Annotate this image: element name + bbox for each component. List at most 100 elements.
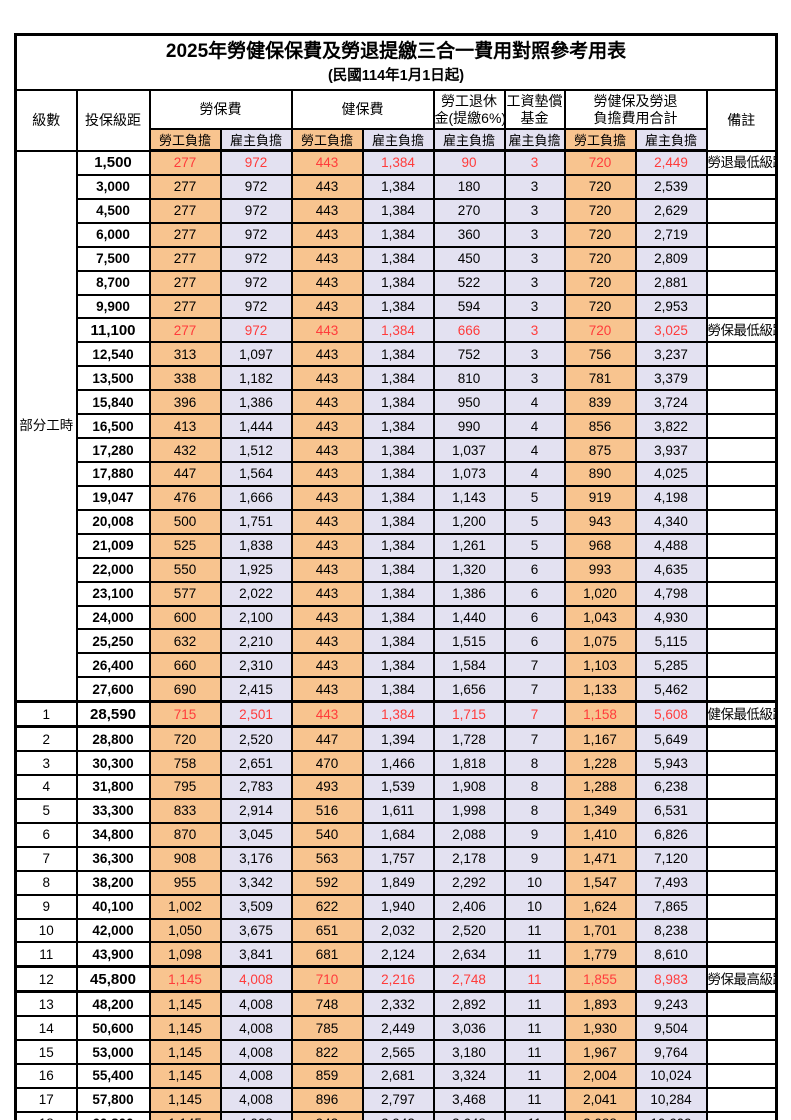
- labor-employee-cell: 277: [148, 269, 222, 296]
- header-wage-fund: 工資墊償 基金: [503, 89, 566, 130]
- health-employer-cell: 2,032: [361, 917, 435, 944]
- note-cell: [705, 389, 778, 416]
- health-employee-cell: 447: [290, 725, 364, 753]
- health-employer-cell: 1,384: [361, 293, 435, 320]
- labor-employee-cell: 476: [148, 484, 222, 511]
- total-employee-cell: 1,158: [563, 700, 637, 729]
- labor-employee-cell: 1,145: [148, 965, 222, 994]
- level-cell: 8: [14, 869, 78, 896]
- health-employee-cell: 443: [290, 508, 364, 535]
- total-employer-cell: 4,488: [634, 532, 708, 559]
- total-employee-cell: 993: [563, 556, 637, 583]
- note-cell: [705, 1086, 778, 1113]
- labor-employee-cell: 955: [148, 869, 222, 896]
- labor-employee-cell: 277: [148, 197, 222, 224]
- pension-employer-cell: 810: [432, 365, 506, 392]
- wage-fund-cell: 3: [503, 245, 566, 272]
- labor-employer-cell: 2,310: [219, 652, 293, 679]
- labor-employee-cell: 1,145: [148, 1015, 222, 1042]
- table-title-cell: 2025年勞健保保費及勞退提繳三合一費用對照參考用表 (民國114年1月1日起): [14, 33, 778, 91]
- wage-fund-cell: 11: [503, 1063, 566, 1089]
- labor-employer-cell: 3,176: [219, 845, 293, 872]
- total-employee-cell: 1,349: [563, 797, 637, 824]
- total-employee-cell: 1,410: [563, 821, 637, 848]
- labor-employee-cell: 1,145: [148, 990, 222, 1018]
- total-employer-cell: 5,115: [634, 628, 708, 655]
- note-cell: [705, 580, 778, 607]
- labor-employer-cell: 972: [219, 293, 293, 320]
- labor-employer-cell: 2,783: [219, 773, 293, 800]
- table-row: 3,000 277 972 443 1,384 180 3 720 2,539: [16, 173, 778, 200]
- health-employer-cell: 1,384: [361, 508, 435, 535]
- health-employee-cell: 443: [290, 413, 364, 440]
- labor-employer-cell: 4,008: [219, 1063, 293, 1089]
- bracket-cell: 27,600: [75, 676, 151, 703]
- labor-employer-cell: 2,651: [219, 750, 293, 776]
- note-cell: [705, 845, 778, 872]
- total-employee-cell: 943: [563, 508, 637, 535]
- total-employer-cell: 9,764: [634, 1039, 708, 1066]
- labor-employer-cell: 972: [219, 221, 293, 248]
- labor-employee-cell: 277: [148, 245, 222, 272]
- header-total-line2: 負擔費用合計: [593, 109, 678, 126]
- labor-employee-cell: 1,050: [148, 917, 222, 944]
- level-cell: 1: [14, 700, 78, 729]
- bracket-cell: 3,000: [75, 173, 151, 200]
- table-row: 17 57,800 1,145 4,008 896 2,797 3,468 11 2,041 10…: [14, 1086, 778, 1113]
- health-employer-cell: 1,384: [361, 484, 435, 511]
- health-employer-cell: 1,384: [361, 652, 435, 679]
- header-level: 級數: [14, 89, 78, 152]
- wage-fund-cell: 11: [503, 965, 566, 994]
- health-employee-cell: 443: [290, 221, 364, 248]
- health-employer-cell: 2,216: [361, 965, 435, 994]
- level-cell: 6: [14, 821, 78, 848]
- bracket-cell: 4,500: [75, 197, 151, 224]
- labor-employer-cell: 1,444: [219, 413, 293, 440]
- table-row: 9,900 277 972 443 1,384 594 3 720 2,953: [16, 293, 778, 320]
- pension-employer-cell: 3,648: [432, 1110, 506, 1120]
- bracket-cell: 45,800: [75, 965, 151, 994]
- note-cell: [705, 365, 778, 392]
- wage-fund-cell: 4: [503, 460, 566, 487]
- total-employee-cell: 756: [563, 341, 637, 368]
- health-employer-cell: 2,124: [361, 941, 435, 968]
- total-employer-cell: 3,937: [634, 437, 708, 463]
- health-employee-cell: 443: [290, 604, 364, 631]
- labor-employee-cell: 632: [148, 628, 222, 655]
- health-employer-cell: 1,384: [361, 341, 435, 368]
- table-row: 1 28,590 715 2,501 443 1,384 1,715 7 1,158 5,608 健…: [14, 700, 778, 729]
- bracket-cell: 19,047: [75, 484, 151, 511]
- health-employee-cell: 443: [290, 676, 364, 703]
- total-employee-cell: 1,103: [563, 652, 637, 679]
- labor-employer-cell: 3,509: [219, 893, 293, 920]
- note-cell: [705, 341, 778, 368]
- labor-employer-cell: 3,045: [219, 821, 293, 848]
- note-cell: [705, 508, 778, 535]
- wage-fund-cell: 3: [503, 317, 566, 344]
- labor-employee-cell: 1,145: [148, 1110, 222, 1120]
- pension-employer-cell: 1,200: [432, 508, 506, 535]
- wage-fund-cell: 11: [503, 1110, 566, 1120]
- header-total-line1: 勞健保及勞退: [593, 92, 678, 109]
- bracket-cell: 11,100: [75, 317, 151, 344]
- wage-fund-cell: 11: [503, 941, 566, 968]
- labor-employee-cell: 1,145: [148, 1063, 222, 1089]
- health-employee-cell: 592: [290, 869, 364, 896]
- pension-employer-cell: 1,386: [432, 580, 506, 607]
- health-employer-cell: 1,384: [361, 269, 435, 296]
- table-row: 15 53,000 1,145 4,008 822 2,565 3,180 11 1,967 9,…: [14, 1039, 778, 1066]
- total-employee-cell: 968: [563, 532, 637, 559]
- total-employee-cell: 1,020: [563, 580, 637, 607]
- total-employee-cell: 1,701: [563, 917, 637, 944]
- labor-employee-cell: 715: [148, 700, 222, 729]
- labor-employee-cell: 758: [148, 750, 222, 776]
- table-row: 8 38,200 955 3,342 592 1,849 2,292 10 1,547 7,493: [14, 869, 778, 896]
- labor-employer-cell: 4,008: [219, 1039, 293, 1066]
- wage-fund-cell: 7: [503, 652, 566, 679]
- total-employee-cell: 1,893: [563, 990, 637, 1018]
- labor-employer-cell: 2,415: [219, 676, 293, 703]
- health-employee-cell: 540: [290, 821, 364, 848]
- labor-employee-cell: 870: [148, 821, 222, 848]
- note-cell: [705, 221, 778, 248]
